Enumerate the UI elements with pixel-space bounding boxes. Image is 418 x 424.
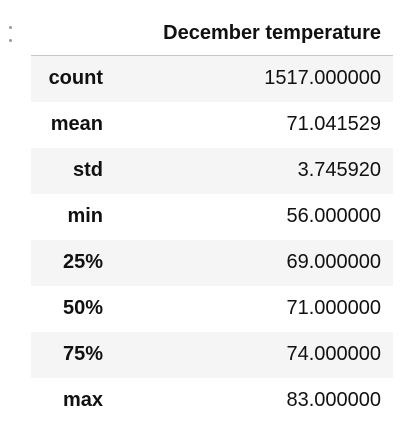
row-value: 56.000000: [286, 205, 381, 227]
table-row: count 1517.000000: [31, 55, 393, 102]
row-label: 75%: [62, 343, 103, 365]
table-row: std 3.745920: [31, 147, 393, 194]
header-row: December temperature: [31, 11, 393, 56]
table-row: mean 71.041529: [31, 102, 393, 148]
row-value: 1517.000000: [264, 67, 381, 90]
index-header-cell: [31, 11, 111, 56]
row-value: 69.000000: [286, 251, 381, 273]
row-value: 3.745920: [297, 159, 381, 181]
table-row: 50% 71.000000: [31, 286, 393, 332]
drag-handle-dot: [8, 26, 12, 29]
column-header: December temperature: [111, 11, 393, 56]
table-row: min 56.000000: [31, 194, 393, 240]
row-label: 25%: [62, 251, 103, 273]
row-value: 71.000000: [286, 297, 381, 319]
row-label: std: [73, 159, 103, 181]
row-label: min: [67, 205, 103, 227]
row-label: max: [62, 389, 103, 411]
table-row: 25% 69.000000: [31, 239, 393, 286]
row-value: 83.000000: [286, 389, 381, 411]
row-label: mean: [50, 113, 103, 135]
row-label: count: [48, 67, 103, 90]
drag-handle-dot: [8, 39, 12, 42]
describe-output-table: December temperature count 1517.000000 m…: [31, 11, 393, 424]
table-row: 75% 74.000000: [31, 331, 393, 378]
row-value: 71.041529: [286, 113, 381, 135]
row-value: 74.000000: [286, 343, 381, 365]
drag-handle-icon[interactable]: [7, 26, 13, 42]
table-row: max 83.000000: [31, 378, 393, 424]
row-label: 50%: [62, 297, 103, 319]
table-header: December temperature: [31, 11, 393, 56]
table-body: count 1517.000000 mean 71.041529 std 3.7…: [31, 55, 393, 424]
